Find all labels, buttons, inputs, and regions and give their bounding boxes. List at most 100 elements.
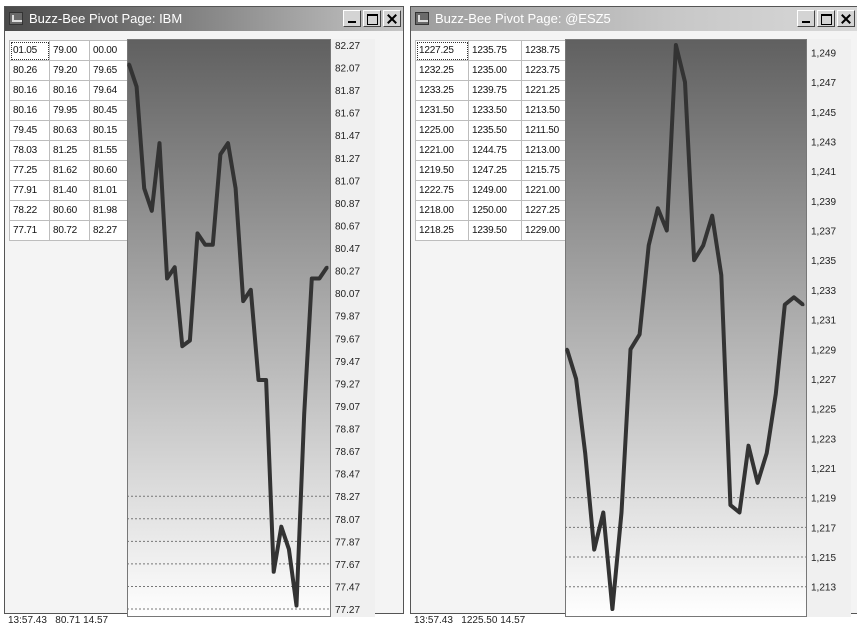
y-tick-label: 1,237 bbox=[811, 227, 836, 238]
table-cell[interactable]: 81.55 bbox=[89, 140, 130, 161]
table-cell[interactable]: 1222.75 bbox=[415, 180, 469, 201]
table-cell[interactable]: 79.65 bbox=[89, 60, 130, 81]
ibm-pivot-table: 01.05 79.00 00.00 80.26 79.20 79.65 80.16 80.16… bbox=[9, 40, 130, 241]
table-row: 1232.25 1235.00 1223.75 bbox=[415, 60, 575, 81]
table-cell[interactable]: 82.27 bbox=[89, 220, 130, 241]
price-point bbox=[583, 451, 587, 455]
price-point bbox=[656, 206, 660, 210]
table-cell[interactable]: 80.60 bbox=[89, 160, 130, 181]
table-cell[interactable]: 1233.25 bbox=[415, 80, 469, 101]
price-point bbox=[302, 412, 306, 416]
table-row: 1227.25 1235.75 1238.75 bbox=[415, 40, 575, 61]
table-cell[interactable]: 1239.50 bbox=[468, 220, 522, 241]
y-tick-label: 1,213 bbox=[811, 583, 836, 594]
table-cell[interactable]: 1231.50 bbox=[415, 100, 469, 121]
table-row: 1233.25 1239.75 1221.25 bbox=[415, 80, 575, 101]
table-cell[interactable]: 1233.50 bbox=[468, 100, 522, 121]
y-tick-label: 81.07 bbox=[335, 176, 360, 187]
y-tick-label: 1,247 bbox=[811, 78, 836, 89]
es-pivot-window: Buzz-Bee Pivot Page: @ESZ5 1227.25 1235.7… bbox=[410, 6, 857, 617]
table-cell[interactable]: 78.22 bbox=[9, 200, 50, 221]
table-cell[interactable]: 81.01 bbox=[89, 180, 130, 201]
table-cell[interactable]: 1219.50 bbox=[415, 160, 469, 181]
table-cell[interactable]: 1235.75 bbox=[468, 40, 522, 61]
y-tick-label: 80.47 bbox=[335, 244, 360, 255]
price-point bbox=[127, 62, 131, 66]
table-cell[interactable]: 80.63 bbox=[49, 120, 90, 141]
table-cell[interactable]: 81.98 bbox=[89, 200, 130, 221]
price-point bbox=[150, 209, 154, 213]
price-point bbox=[665, 229, 669, 233]
table-cell[interactable]: 1235.00 bbox=[468, 60, 522, 81]
close-icon[interactable] bbox=[837, 10, 855, 27]
table-cell[interactable]: 80.72 bbox=[49, 220, 90, 241]
table-cell[interactable]: 79.45 bbox=[9, 120, 50, 141]
price-point bbox=[188, 339, 192, 343]
y-tick-label: 78.27 bbox=[335, 492, 360, 503]
y-tick-label: 1,217 bbox=[811, 523, 836, 534]
maximize-icon[interactable] bbox=[817, 10, 835, 27]
y-tick-label: 1,235 bbox=[811, 256, 836, 267]
table-row: 1222.75 1249.00 1221.00 bbox=[415, 180, 575, 201]
table-cell[interactable]: 77.71 bbox=[9, 220, 50, 241]
table-cell[interactable]: 1239.75 bbox=[468, 80, 522, 101]
table-cell[interactable]: 00.00 bbox=[89, 40, 130, 61]
minimize-icon[interactable] bbox=[343, 10, 361, 27]
table-cell[interactable]: 1250.00 bbox=[468, 200, 522, 221]
maximize-icon[interactable] bbox=[363, 10, 381, 27]
table-cell[interactable]: 1247.25 bbox=[468, 160, 522, 181]
table-cell[interactable]: 80.16 bbox=[9, 100, 50, 121]
table-cell[interactable]: 80.45 bbox=[89, 100, 130, 121]
table-cell[interactable]: 80.16 bbox=[49, 80, 90, 101]
table-cell[interactable]: 79.00 bbox=[49, 40, 90, 61]
table-cell[interactable]: 80.16 bbox=[9, 80, 50, 101]
y-tick-label: 80.27 bbox=[335, 267, 360, 278]
y-tick-label: 78.67 bbox=[335, 447, 360, 458]
table-cell[interactable]: 1232.25 bbox=[415, 60, 469, 81]
table-cell[interactable]: 81.25 bbox=[49, 140, 90, 161]
price-point bbox=[226, 141, 230, 145]
y-tick-label: 78.07 bbox=[335, 515, 360, 526]
y-tick-label: 81.47 bbox=[335, 131, 360, 142]
es-window-titlebar[interactable]: Buzz-Bee Pivot Page: @ESZ5 bbox=[411, 7, 857, 31]
y-axis-area bbox=[807, 39, 851, 617]
table-row: 80.26 79.20 79.65 bbox=[9, 60, 130, 81]
close-icon[interactable] bbox=[383, 10, 401, 27]
table-row: 1221.00 1244.75 1213.00 bbox=[415, 140, 575, 161]
table-cell[interactable]: 1218.00 bbox=[415, 200, 469, 221]
ibm-window-titlebar[interactable]: Buzz-Bee Pivot Page: IBM bbox=[5, 7, 403, 31]
table-cell[interactable]: 80.26 bbox=[9, 60, 50, 81]
table-cell[interactable]: 1249.00 bbox=[468, 180, 522, 201]
table-cell[interactable]: 1244.75 bbox=[468, 140, 522, 161]
price-point bbox=[142, 186, 146, 190]
minimize-icon[interactable] bbox=[797, 10, 815, 27]
table-cell[interactable]: 78.03 bbox=[9, 140, 50, 161]
table-cell[interactable]: 79.64 bbox=[89, 80, 130, 101]
table-cell[interactable]: 77.25 bbox=[9, 160, 50, 181]
table-cell[interactable]: 80.15 bbox=[89, 120, 130, 141]
table-cell[interactable]: 01.05 bbox=[9, 40, 50, 61]
price-point bbox=[619, 511, 623, 515]
table-row: 1218.00 1250.00 1227.25 bbox=[415, 200, 575, 221]
ibm-window-title: Buzz-Bee Pivot Page: IBM bbox=[29, 11, 183, 26]
table-cell[interactable]: 1218.25 bbox=[415, 220, 469, 241]
table-cell[interactable]: 79.20 bbox=[49, 60, 90, 81]
price-point bbox=[574, 377, 578, 381]
table-cell[interactable]: 80.60 bbox=[49, 200, 90, 221]
table-cell[interactable]: 1227.25 bbox=[415, 40, 469, 61]
table-row: 78.22 80.60 81.98 bbox=[9, 200, 130, 221]
price-point bbox=[287, 547, 291, 551]
y-tick-label: 77.27 bbox=[335, 605, 360, 616]
table-cell[interactable]: 77.91 bbox=[9, 180, 50, 201]
es-window-title: Buzz-Bee Pivot Page: @ESZ5 bbox=[435, 11, 611, 26]
table-cell[interactable]: 81.40 bbox=[49, 180, 90, 201]
table-cell[interactable]: 81.62 bbox=[49, 160, 90, 181]
table-cell[interactable]: 1225.00 bbox=[415, 120, 469, 141]
table-cell[interactable]: 1221.00 bbox=[415, 140, 469, 161]
y-tick-label: 1,243 bbox=[811, 137, 836, 148]
price-point bbox=[249, 288, 253, 292]
es-pivot-table: 1227.25 1235.75 1238.75 1232.25 1235.00 1223.… bbox=[415, 40, 575, 241]
table-cell[interactable]: 79.95 bbox=[49, 100, 90, 121]
table-cell[interactable]: 1235.50 bbox=[468, 120, 522, 141]
price-point bbox=[256, 378, 260, 382]
